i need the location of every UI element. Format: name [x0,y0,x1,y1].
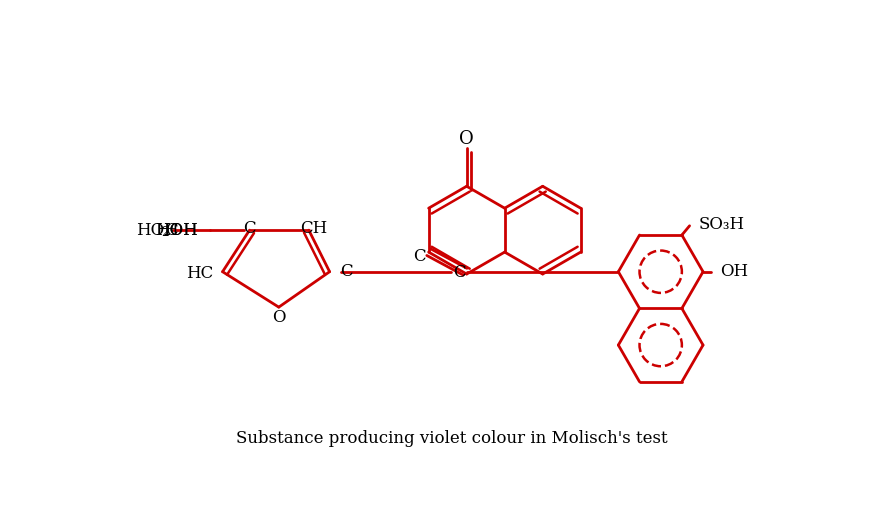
Text: SO₃H: SO₃H [699,216,745,233]
Text: HOH: HOH [155,222,198,239]
Text: C: C [166,222,178,239]
Text: HOH: HOH [136,222,178,239]
Text: C: C [340,263,353,280]
Text: HC: HC [186,265,213,282]
Text: O: O [460,130,474,147]
Text: OH: OH [720,263,748,280]
Text: Substance producing violet colour in Molisch's test: Substance producing violet colour in Mol… [236,430,668,446]
Text: O: O [272,309,286,325]
Text: 2: 2 [161,226,168,239]
Text: CH: CH [300,220,327,237]
Text: C: C [413,248,426,265]
Text: C: C [243,220,256,237]
Text: C: C [452,264,466,281]
Text: HOH: HOH [155,222,198,239]
